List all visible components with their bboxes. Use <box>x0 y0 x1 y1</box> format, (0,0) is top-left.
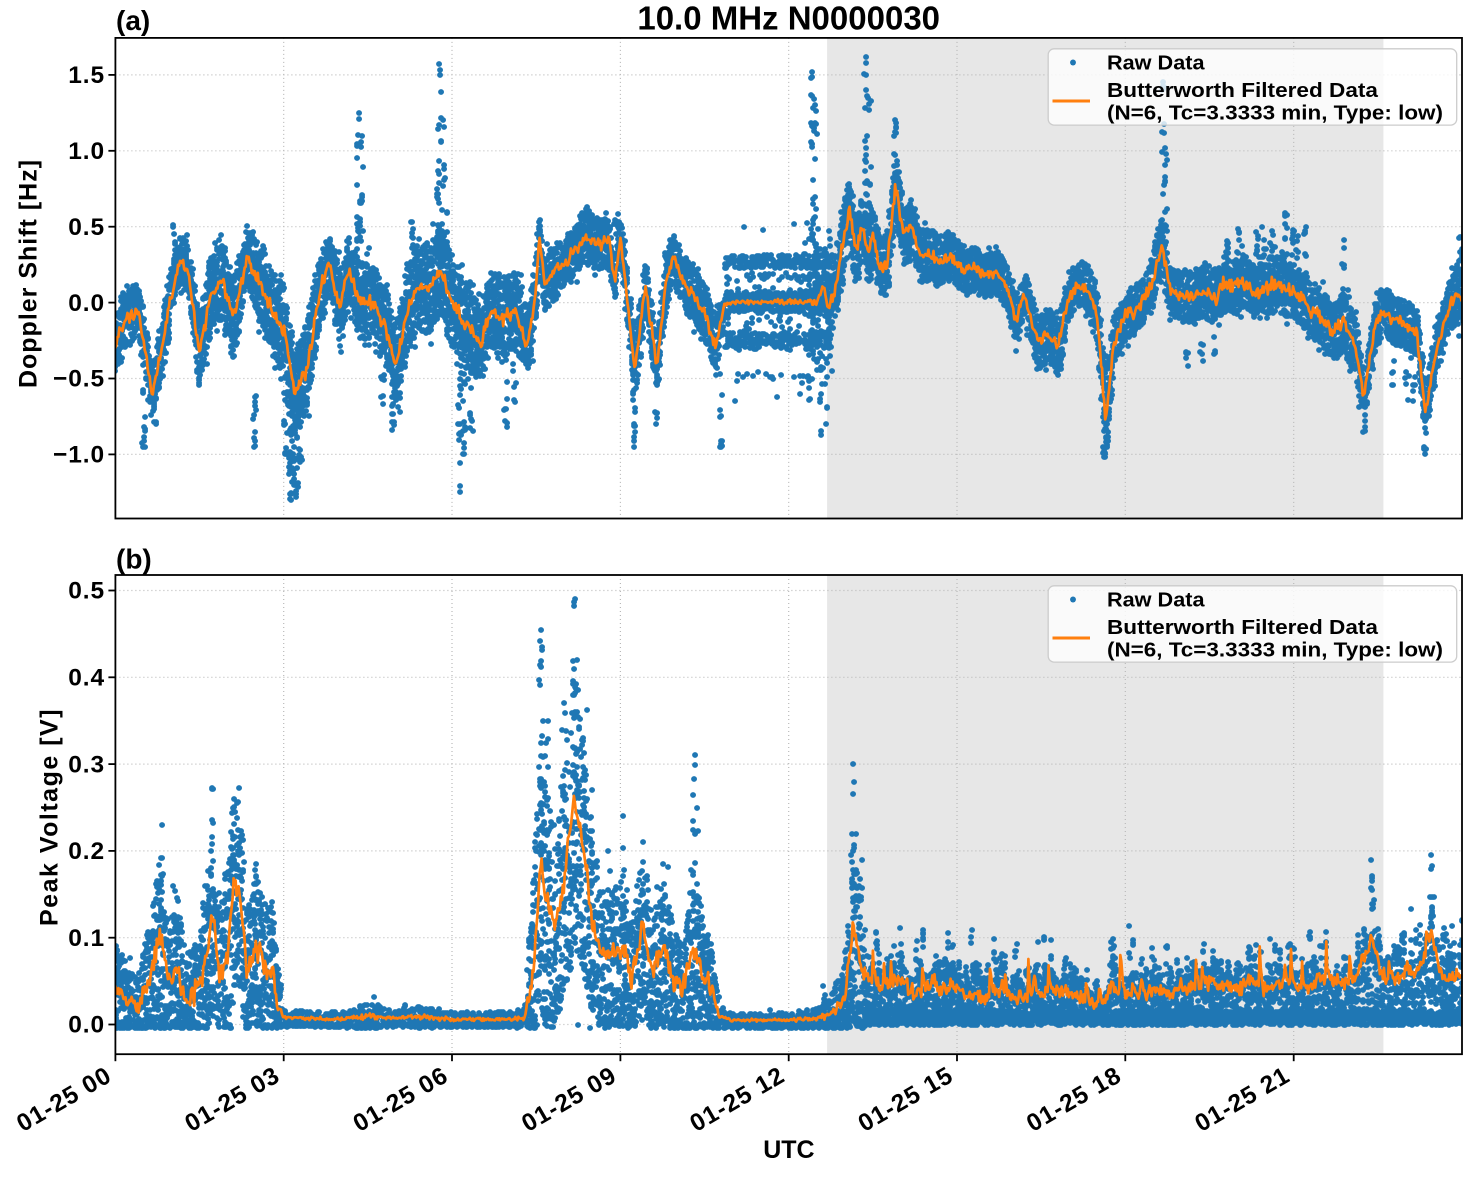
svg-text:Raw Data: Raw Data <box>1107 53 1205 75</box>
svg-text:(N=6, Tc=3.3333 min, Type: low: (N=6, Tc=3.3333 min, Type: low) <box>1107 103 1443 125</box>
svg-text:0.0: 0.0 <box>68 1012 105 1039</box>
svg-text:0.4: 0.4 <box>68 665 105 692</box>
svg-text:−0.5: −0.5 <box>53 366 105 393</box>
svg-text:0.5: 0.5 <box>68 578 105 605</box>
svg-text:1.0: 1.0 <box>68 138 105 165</box>
svg-text:1.5: 1.5 <box>68 62 105 89</box>
svg-text:0.2: 0.2 <box>68 838 105 865</box>
svg-text:(b): (b) <box>116 544 152 575</box>
svg-text:Butterworth Filtered Data: Butterworth Filtered Data <box>1107 617 1379 639</box>
svg-text:Doppler Shift [Hz]: Doppler Shift [Hz] <box>15 159 43 388</box>
svg-text:0.5: 0.5 <box>68 214 105 241</box>
svg-text:(N=6, Tc=3.3333 min, Type: low: (N=6, Tc=3.3333 min, Type: low) <box>1107 640 1443 662</box>
svg-text:10.0 MHz N0000030: 10.0 MHz N0000030 <box>637 0 940 37</box>
svg-text:0.0: 0.0 <box>68 290 105 317</box>
svg-text:Peak Voltage [V]: Peak Voltage [V] <box>36 708 64 926</box>
svg-text:−1.0: −1.0 <box>53 442 105 469</box>
svg-text:(a): (a) <box>116 5 150 36</box>
svg-text:UTC: UTC <box>763 1136 814 1164</box>
svg-text:Butterworth Filtered Data: Butterworth Filtered Data <box>1107 80 1379 102</box>
svg-text:0.1: 0.1 <box>68 925 105 952</box>
svg-text:0.3: 0.3 <box>68 751 105 778</box>
svg-text:Raw Data: Raw Data <box>1107 590 1205 612</box>
